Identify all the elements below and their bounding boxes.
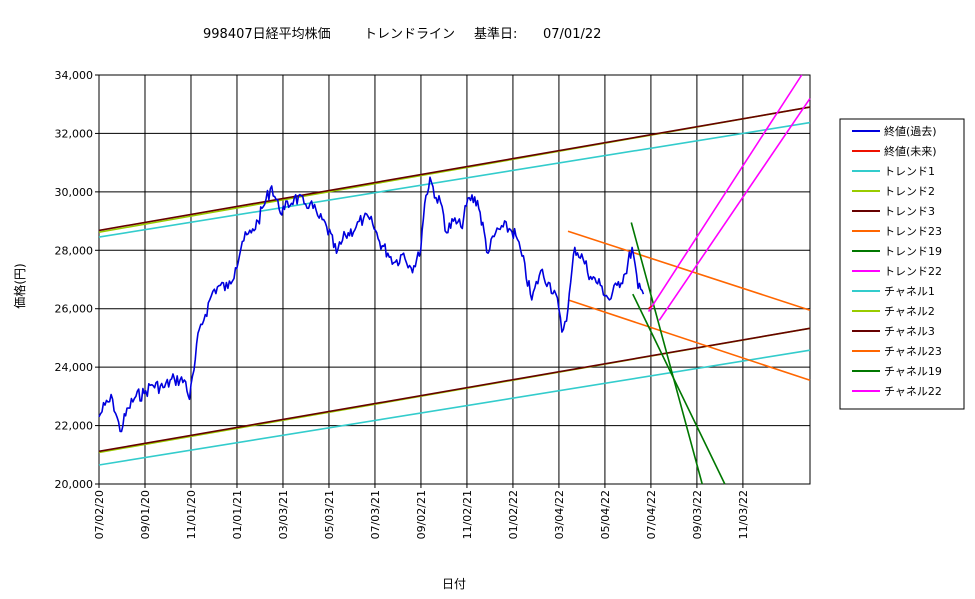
grid-lines <box>98 74 810 485</box>
legend-label: チャネル22 <box>884 385 942 398</box>
legend-label: チャネル1 <box>884 285 935 298</box>
chart-title-main: 998407日経平均株価 <box>203 27 331 42</box>
series-line <box>98 176 645 433</box>
y-axis: 20,000 22,000 24,000 26,000 28,000 30,000 32,0… <box>55 69 99 491</box>
y-tick-label: 24,000 <box>55 361 94 374</box>
chart-title-basis-date: 07/01/22 <box>543 27 601 42</box>
series-line <box>630 222 703 485</box>
legend-label: トレンド1 <box>884 165 935 178</box>
x-tick-label: 09/01/20 <box>139 490 152 539</box>
legend-label: チャネル23 <box>884 345 942 358</box>
legend-label: トレンド19 <box>884 245 942 258</box>
series-line <box>567 299 811 382</box>
x-tick-label: 01/02/22 <box>507 490 520 539</box>
x-tick-label: 11/01/20 <box>185 490 198 539</box>
legend-label: チャネル3 <box>884 325 935 338</box>
y-tick-label: 32,000 <box>55 127 94 140</box>
x-axis: 07/02/20 09/01/20 11/01/20 01/01/21 03/03/21… <box>93 484 750 539</box>
legend-label: 終値(未来) <box>884 144 937 158</box>
x-tick-label: 01/01/21 <box>231 490 244 539</box>
x-tick-label: 05/03/21 <box>323 490 336 539</box>
series-line <box>98 121 811 238</box>
x-tick-label: 07/04/22 <box>645 490 658 539</box>
legend: 終値(過去) 終値(未来) トレンド1 トレンド2 トレンド3 トレンド23 トレンド19 ト… <box>839 118 965 410</box>
legend-label: チャネル19 <box>884 365 942 378</box>
x-tick-label: 09/02/21 <box>415 490 428 539</box>
legend-label: トレンド2 <box>884 185 935 198</box>
plot-area <box>98 74 811 485</box>
y-axis-label: 価格(円) <box>12 263 27 308</box>
y-tick-label: 26,000 <box>55 303 94 316</box>
series-line <box>647 74 803 313</box>
legend-label: トレンド23 <box>884 225 942 238</box>
x-tick-label: 07/03/21 <box>369 490 382 539</box>
x-axis-label: 日付 <box>442 577 466 591</box>
series-line <box>658 97 811 321</box>
x-tick-label: 09/03/22 <box>691 490 704 539</box>
legend-label: トレンド22 <box>884 265 942 278</box>
chart-title-trendline: トレンドライン <box>364 27 455 42</box>
y-tick-label: 34,000 <box>55 69 94 82</box>
y-tick-label: 28,000 <box>55 244 94 257</box>
series-line <box>98 106 811 232</box>
x-tick-label: 11/03/22 <box>737 490 750 539</box>
x-tick-label: 03/03/21 <box>277 490 290 539</box>
series-line <box>98 349 811 466</box>
x-tick-label: 07/02/20 <box>93 490 106 539</box>
series-lines <box>98 74 811 485</box>
series-line <box>567 230 811 311</box>
chart-title-basis-label: 基準日: <box>474 26 517 42</box>
legend-label: 終値(過去) <box>884 124 937 138</box>
x-tick-label: 03/04/22 <box>553 490 566 539</box>
x-tick-label: 11/02/21 <box>461 490 474 539</box>
legend-label: チャネル2 <box>884 305 935 318</box>
legend-label: トレンド3 <box>884 205 935 218</box>
series-line <box>648 305 653 310</box>
y-tick-label: 20,000 <box>55 478 94 491</box>
legend-box <box>839 118 965 410</box>
y-tick-label: 30,000 <box>55 186 94 199</box>
y-tick-label: 22,000 <box>55 420 94 433</box>
series-line <box>98 327 811 453</box>
x-tick-label: 05/04/22 <box>599 490 612 539</box>
series-line <box>632 293 726 485</box>
